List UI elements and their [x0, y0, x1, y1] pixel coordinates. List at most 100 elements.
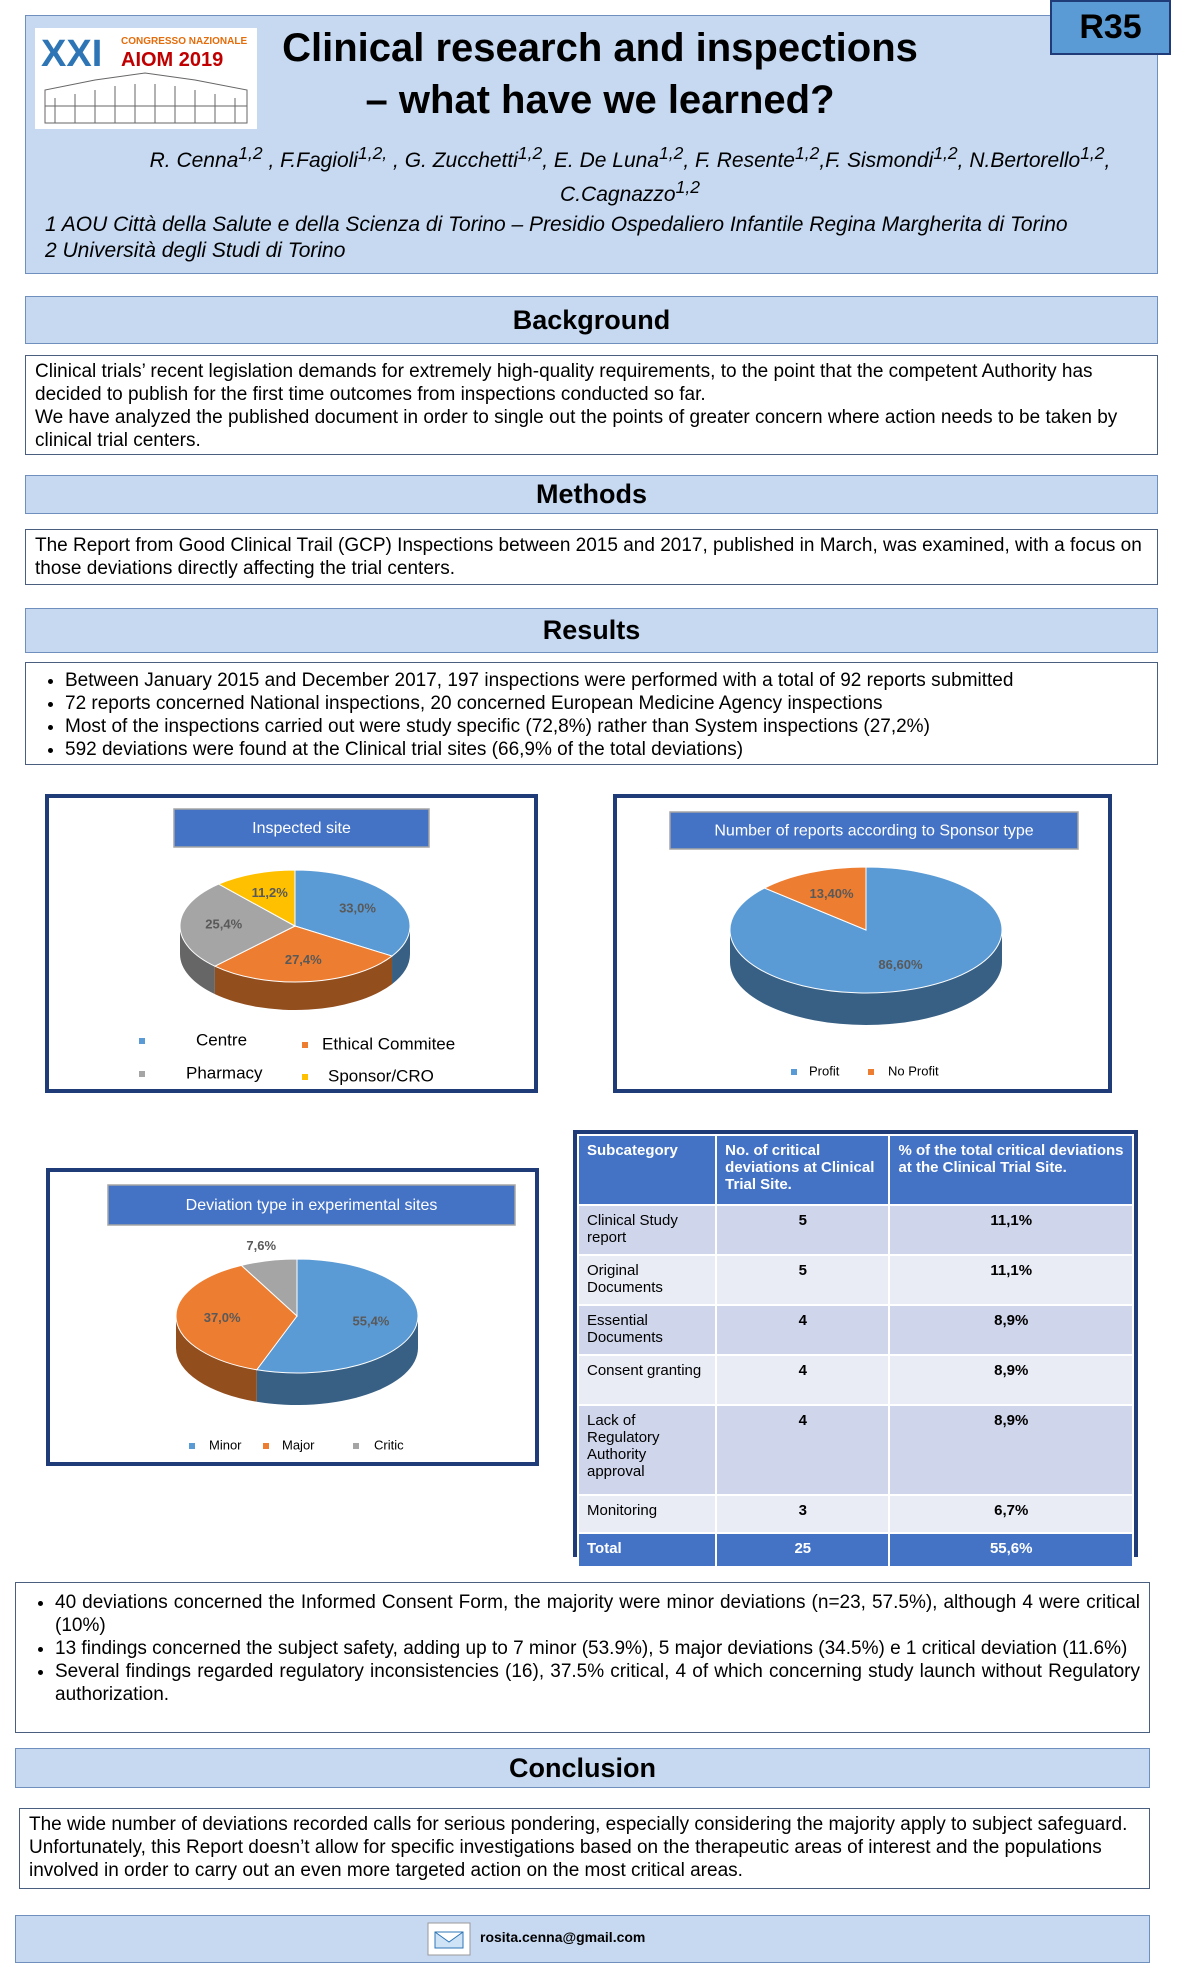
bullet: Several findings regarded regulatory inc…: [55, 1660, 1140, 1706]
title-line: Clinical research and inspections: [282, 26, 918, 70]
chart: Inspected site 33,0% 27,4% 25,4% 11,2% Centre…: [45, 794, 538, 1093]
paragraph: We have analyzed the published document …: [35, 407, 1118, 451]
legend-label: Profit: [809, 1063, 840, 1078]
bullet-list: Between January 2015 and December 2017, …: [35, 669, 1148, 761]
table-cell: Lack of Regulatory Authority approval: [576, 1404, 718, 1496]
pie-slice-side: [730, 930, 1002, 1025]
title-line: – what have we learned?: [365, 78, 835, 122]
section-heading: Results: [25, 608, 1158, 653]
author-name: ,F. Sismondi: [819, 149, 934, 172]
author-name: , E. De Luna: [542, 149, 659, 172]
table-row: Original Documents 5 11,1%: [576, 1254, 1134, 1306]
data-label: 13,40%: [809, 886, 854, 901]
table-cell: Essential Documents: [576, 1304, 718, 1356]
author-name: , C.Cagnazzo: [560, 149, 1111, 206]
table: Subcategory No. of critical deviations at…: [576, 1134, 1134, 1568]
chart: Deviation type in experimental sites 55,4…: [46, 1168, 539, 1466]
chart-title-box: [669, 811, 1079, 850]
envelope: [434, 1931, 464, 1949]
column-header: % of the total critical deviations at th…: [888, 1134, 1134, 1206]
pie-slice-side: [214, 956, 393, 1010]
authors: R. Cenna1,2 , F.Fagioli1,2, , G. Zucchet…: [120, 140, 1140, 208]
chart-title: Number of reports according to Sponsor t…: [714, 823, 1033, 840]
bullet: 40 deviations concerned the Informed Con…: [55, 1591, 1140, 1637]
data-label: 33,0%: [339, 901, 376, 916]
footer: [15, 1915, 1150, 1963]
table-cell: 11,1%: [888, 1204, 1134, 1256]
bullet: Most of the inspections carried out were…: [65, 715, 1148, 738]
table-cell: 3: [715, 1494, 891, 1534]
legend-marker: [139, 1038, 145, 1044]
author-affiliation: 1,2: [675, 177, 700, 197]
legend-label: Critic: [374, 1437, 404, 1452]
legend-marker: [302, 1042, 308, 1048]
table-row: Monitoring 3 6,7%: [576, 1494, 1134, 1534]
title: Clinical research and inspections – what…: [260, 22, 940, 126]
author-name: , F.Fagioli: [262, 149, 358, 172]
pie-slice-side: [180, 926, 215, 995]
data-label: 27,4%: [285, 952, 322, 967]
table-row: Essential Documents 4 8,9%: [576, 1304, 1134, 1356]
bullet: Between January 2015 and December 2017, …: [65, 669, 1148, 692]
table-cell: Original Documents: [576, 1254, 718, 1306]
author-affiliation: 1,2,: [357, 143, 388, 163]
table-total-row: Total 25 55,6%: [576, 1532, 1134, 1568]
legend-marker: [791, 1069, 797, 1075]
table-header-row: Subcategory No. of critical deviations at…: [576, 1134, 1134, 1206]
email-icon: [427, 1922, 471, 1956]
author-affiliation: 1,2: [238, 143, 263, 163]
methods-box: The Report from Good Clinical Trail (GCP…: [25, 529, 1158, 585]
legend-marker: [189, 1443, 195, 1449]
legend-marker: [263, 1443, 269, 1449]
table-cell: 25: [715, 1532, 891, 1568]
legend-marker: [353, 1443, 359, 1449]
logo-building: [44, 72, 248, 124]
email: rosita.cenna@gmail.com: [480, 1929, 646, 1945]
results-box: Between January 2015 and December 2017, …: [25, 662, 1158, 765]
author-affiliation: 1,2: [1080, 143, 1105, 163]
legend-label: Ethical Commitee: [322, 1034, 455, 1053]
table-cell: 8,9%: [888, 1404, 1134, 1496]
legend-label: No Profit: [888, 1063, 939, 1078]
paragraph: The Report from Good Clinical Trail (GCP…: [35, 535, 1142, 579]
author-affiliation: 1,2: [933, 143, 958, 163]
legend-label: Minor: [209, 1437, 242, 1452]
legend-marker: [302, 1074, 308, 1080]
affiliations: 1 AOU Città della Salute e della Scienza…: [45, 212, 1155, 264]
legend-label: Pharmacy: [186, 1063, 263, 1082]
logo-name: AIOM 2019: [121, 49, 223, 71]
author-name: , F. Resente: [683, 149, 795, 172]
legend-label: Centre: [196, 1030, 247, 1049]
table-cell: 11,1%: [888, 1254, 1134, 1306]
legend-label: Major: [282, 1437, 315, 1452]
chart-title: Inspected site: [252, 820, 351, 837]
data-label: 7,6%: [246, 1238, 276, 1253]
findings-box: 40 deviations concerned the Informed Con…: [15, 1582, 1150, 1733]
author-name: R. Cenna: [149, 149, 239, 172]
table-cell: 5: [715, 1204, 891, 1256]
section-heading: Background: [25, 296, 1158, 344]
table-cell: Clinical Study report: [576, 1204, 718, 1256]
bullet: 13 findings concerned the subject safety…: [55, 1637, 1140, 1660]
logo: XXI CONGRESSO NAZIONALE AIOM 2019: [35, 28, 257, 129]
bullet-list: 40 deviations concerned the Informed Con…: [25, 1591, 1140, 1706]
paragraph: The wide number of deviations recorded c…: [29, 1814, 1128, 1881]
table-row: Clinical Study report 5 11,1%: [576, 1204, 1134, 1256]
table-cell: 4: [715, 1354, 891, 1406]
data-label: 55,4%: [353, 1313, 390, 1328]
icon-frame: [427, 1922, 471, 1956]
table-cell: 6,7%: [888, 1494, 1134, 1534]
table-cell: 5: [715, 1254, 891, 1306]
bullet: 72 reports concerned National inspection…: [65, 692, 1148, 715]
affiliation: 2 Università degli Studi di Torino: [45, 239, 346, 262]
chart-title-box: [173, 808, 430, 848]
author-name: , G. Zucchetti: [387, 149, 518, 172]
pie-slice: [217, 869, 296, 927]
table-cell: Total: [576, 1532, 718, 1568]
section-heading: Conclusion: [15, 1748, 1150, 1788]
table-box: Subcategory No. of critical deviations at…: [573, 1130, 1138, 1568]
data-label: 37,0%: [204, 1310, 241, 1325]
pie-slice: [763, 866, 867, 931]
conclusion-box: The wide number of deviations recorded c…: [19, 1808, 1150, 1889]
